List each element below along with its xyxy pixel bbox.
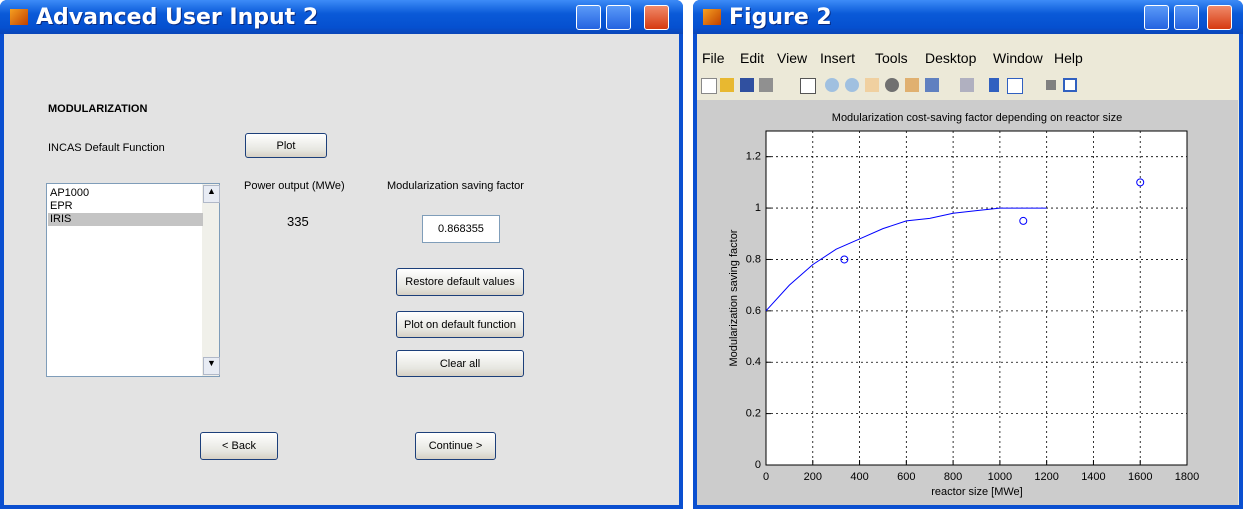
back-button[interactable]: < Back bbox=[200, 432, 278, 460]
menu-item[interactable]: Edit bbox=[740, 50, 765, 66]
tool-icon[interactable] bbox=[701, 78, 717, 94]
saving-factor-field[interactable]: 0.868355 bbox=[422, 215, 500, 243]
y-tick-label: 0.2 bbox=[746, 408, 761, 420]
power-output-label: Power output (MWe) bbox=[244, 180, 345, 192]
menu-item[interactable]: Window bbox=[993, 50, 1043, 66]
menu-item[interactable]: Desktop bbox=[925, 50, 977, 66]
menu-item[interactable]: Tools bbox=[875, 50, 908, 66]
tool-icon[interactable] bbox=[800, 78, 816, 94]
window-body: MODULARIZATION INCAS Default Function Pl… bbox=[4, 34, 679, 505]
continue-button[interactable]: Continue > bbox=[415, 432, 496, 460]
minimize-button[interactable] bbox=[1144, 5, 1169, 30]
axes-box bbox=[765, 130, 1188, 466]
x-tick-label: 800 bbox=[944, 471, 962, 483]
maximize-button[interactable] bbox=[1174, 5, 1199, 30]
function-label: INCAS Default Function bbox=[48, 142, 165, 154]
tool-icon[interactable] bbox=[825, 78, 839, 92]
menu-item[interactable]: File bbox=[702, 50, 725, 66]
figure-canvas: Modularization cost-saving factor depend… bbox=[697, 100, 1238, 505]
x-tick-label: 1600 bbox=[1128, 471, 1152, 483]
y-tick-label: 0 bbox=[755, 459, 761, 471]
tool-icon[interactable] bbox=[905, 78, 919, 92]
minimize-button[interactable] bbox=[576, 5, 601, 30]
x-tick-label: 400 bbox=[850, 471, 868, 483]
x-tick-label: 1800 bbox=[1175, 471, 1199, 483]
tool-icon[interactable] bbox=[960, 78, 974, 92]
scrollbar[interactable]: ▲ ▼ bbox=[202, 184, 220, 376]
scroll-up[interactable]: ▲ bbox=[203, 185, 220, 203]
title-bar: Advanced User Input 2 bbox=[0, 0, 683, 34]
menu-item[interactable]: Help bbox=[1054, 50, 1083, 66]
menu-item[interactable]: View bbox=[777, 50, 808, 66]
x-tick-label: 0 bbox=[763, 471, 769, 483]
clear-button[interactable]: Clear all bbox=[396, 350, 524, 377]
axes-background bbox=[766, 131, 1187, 465]
y-tick-label: 0.4 bbox=[746, 356, 761, 368]
y-tick-label: 1 bbox=[755, 202, 761, 214]
window-title: Figure 2 bbox=[729, 5, 832, 30]
window-title: Advanced User Input 2 bbox=[36, 5, 319, 30]
tool-icon[interactable] bbox=[885, 78, 899, 92]
y-tick-label: 1.2 bbox=[746, 151, 761, 163]
data-point bbox=[1019, 216, 1028, 225]
tool-icon[interactable] bbox=[1063, 78, 1077, 92]
section-heading: MODULARIZATION bbox=[48, 103, 148, 115]
curve bbox=[765, 207, 1047, 312]
saving-factor-label: Modularization saving factor bbox=[387, 180, 524, 192]
menu-item[interactable]: Insert bbox=[820, 50, 856, 66]
app-icon bbox=[703, 9, 721, 25]
chart-title: Modularization cost-saving factor depend… bbox=[832, 112, 1122, 124]
data-point bbox=[840, 255, 849, 264]
tool-icon[interactable] bbox=[720, 78, 734, 92]
app-icon bbox=[10, 9, 28, 25]
x-tick-label: 1000 bbox=[988, 471, 1012, 483]
close-button[interactable] bbox=[1207, 5, 1232, 30]
maximize-button[interactable] bbox=[606, 5, 631, 30]
y-tick-label: 0.6 bbox=[746, 305, 761, 317]
power-output-value: 335 bbox=[287, 214, 309, 229]
list-item[interactable]: IRIS bbox=[48, 213, 203, 226]
close-button[interactable] bbox=[644, 5, 669, 30]
restore-button[interactable]: Restore default values bbox=[396, 268, 524, 296]
plot-button[interactable]: Plot bbox=[245, 133, 327, 158]
input-window: Advanced User Input 2 MODULARIZATION INC… bbox=[0, 0, 683, 509]
tool-icon[interactable] bbox=[845, 78, 859, 92]
tool-icon[interactable] bbox=[1007, 78, 1023, 94]
scroll-down[interactable]: ▼ bbox=[203, 357, 220, 375]
list-item[interactable]: EPR bbox=[50, 200, 73, 212]
x-tick-label: 1400 bbox=[1081, 471, 1105, 483]
tool-icon[interactable] bbox=[759, 78, 773, 92]
x-tick-label: 200 bbox=[804, 471, 822, 483]
list-item[interactable]: AP1000 bbox=[50, 187, 90, 199]
plot-default-button[interactable]: Plot on default function bbox=[396, 311, 524, 338]
y-axis-label: Modularization saving factor bbox=[728, 229, 740, 366]
reactor-listbox[interactable]: ▲ ▼ AP1000 EPR IRIS bbox=[46, 183, 220, 377]
x-axis-label: reactor size [MWe] bbox=[931, 486, 1023, 498]
x-tick-label: 600 bbox=[897, 471, 915, 483]
tool-icon[interactable] bbox=[740, 78, 754, 92]
tool-icon[interactable] bbox=[989, 78, 999, 92]
tool-icon[interactable] bbox=[865, 78, 879, 92]
tool-icon[interactable] bbox=[1046, 80, 1056, 90]
y-tick-label: 0.8 bbox=[746, 253, 761, 265]
data-point bbox=[1136, 178, 1145, 187]
tool-icon[interactable] bbox=[925, 78, 939, 92]
title-bar: Figure 2 bbox=[693, 0, 1243, 34]
x-tick-label: 1200 bbox=[1034, 471, 1058, 483]
